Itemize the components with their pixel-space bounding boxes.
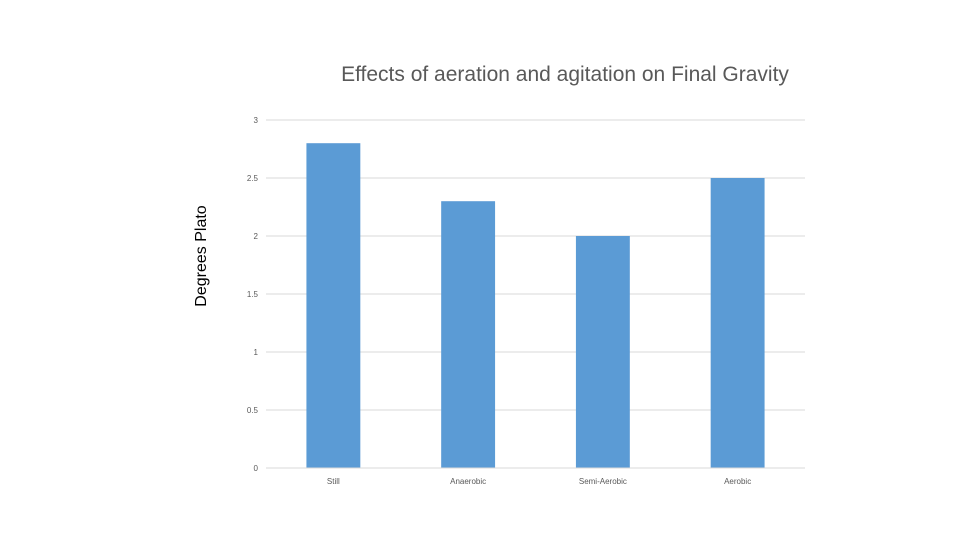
x-tick-label: Semi-Aerobic [579,477,627,486]
bars [306,143,765,468]
chart-title: Effects of aeration and agitation on Fin… [341,63,789,86]
bar-aerobic [710,178,765,468]
y-tick-labels: 0 0.5 1 1.5 2 2.5 3 [247,116,259,473]
x-tick-label: Anaerobic [450,477,486,486]
y-tick-label: 0 [254,464,259,473]
bar-anaerobic [441,201,496,468]
x-tick-label: Still [327,477,340,486]
y-tick-label: 1 [254,348,259,357]
x-tick-label: Aerobic [724,477,751,486]
y-tick-label: 2.5 [247,174,259,183]
y-tick-label: 0.5 [247,406,259,415]
bar-semi-aerobic [575,236,630,468]
y-tick-label: 3 [254,116,259,125]
y-tick-label: 2 [254,232,259,241]
y-tick-label: 1.5 [247,290,259,299]
bar-still [306,143,361,468]
x-tick-labels: Still Anaerobic Semi-Aerobic Aerobic [327,477,751,486]
